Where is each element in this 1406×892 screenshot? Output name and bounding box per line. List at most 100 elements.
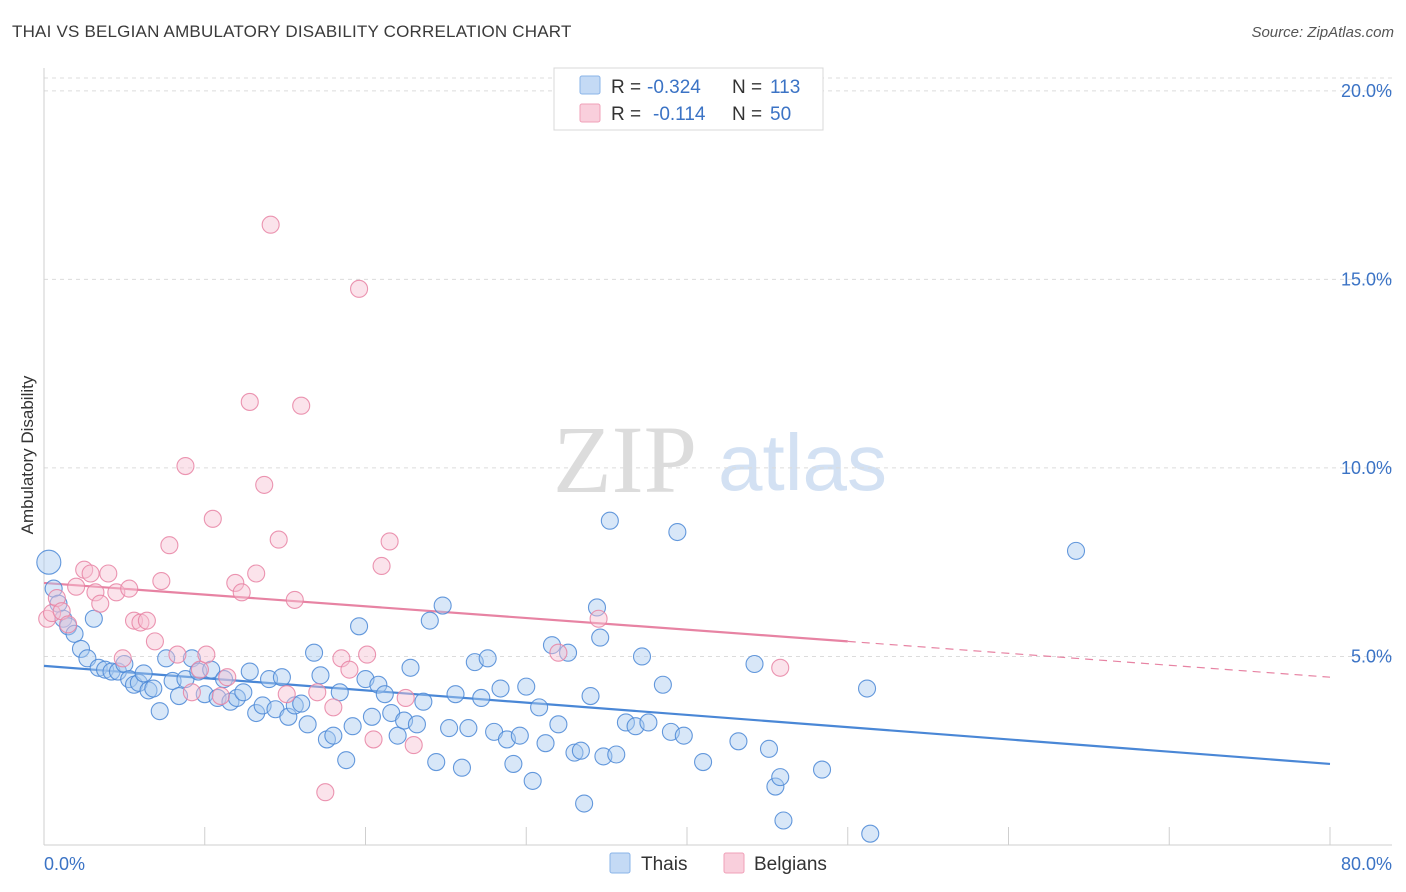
point-thais (491, 679, 510, 698)
point-thais (745, 654, 764, 674)
point-thais (472, 688, 491, 707)
x-tick-label-min: 0.0% (44, 854, 85, 874)
series-belgians (38, 215, 790, 802)
point-belgians (364, 730, 383, 749)
point-belgians (396, 688, 415, 707)
point-belgians (404, 736, 423, 755)
point-belgians (372, 556, 391, 576)
point-thais (401, 658, 420, 677)
point-thais (536, 734, 555, 753)
grid-lines (44, 77, 1392, 657)
watermark-zip: ZIP (553, 406, 697, 513)
point-belgians (350, 279, 369, 298)
point-thais (214, 670, 234, 689)
point-thais (607, 745, 626, 764)
point-thais (446, 685, 465, 704)
point-thais (375, 685, 394, 704)
point-thais (311, 666, 330, 685)
point-belgians (86, 583, 105, 602)
point-thais (388, 726, 407, 745)
point-thais (459, 719, 478, 738)
point-belgians (277, 685, 296, 704)
point-thais (504, 754, 523, 773)
point-thais (600, 511, 619, 530)
point-thais (542, 636, 562, 655)
point-thais (766, 777, 785, 796)
legend-bottom-label-belgians: Belgians (754, 854, 827, 875)
point-belgians (218, 668, 237, 687)
point-thais (234, 683, 253, 702)
point-thais (272, 668, 291, 687)
point-belgians (182, 683, 201, 702)
legend-n-label-belgians: N = (732, 104, 762, 125)
point-belgians (190, 660, 209, 679)
point-belgians (340, 660, 359, 679)
point-thais (324, 726, 343, 745)
point-thais (279, 707, 298, 726)
point-belgians (324, 698, 343, 717)
point-thais (427, 752, 446, 772)
point-thais (571, 741, 590, 760)
point-thais (478, 649, 497, 668)
point-belgians (358, 645, 377, 664)
point-thais (407, 715, 426, 734)
point-belgians (292, 396, 311, 415)
trend-line-thais (43, 664, 1331, 766)
point-thais (292, 694, 311, 713)
point-belgians (247, 564, 266, 583)
point-thais (433, 596, 452, 615)
point-thais (694, 752, 713, 772)
point-thais (84, 609, 103, 628)
trend-lines (43, 581, 1331, 766)
point-belgians (145, 632, 164, 651)
point-thais (517, 677, 536, 696)
point-belgians (211, 687, 230, 706)
y-tick-label: 10.0% (1341, 458, 1392, 478)
point-belgians (549, 643, 568, 662)
point-thais (414, 692, 433, 711)
axes: 5.0% 10.0% 15.0% 20.0% 0.0% 80.0% (43, 68, 1392, 874)
point-belgians (197, 645, 216, 664)
source-label: Source: ZipAtlas.com (1251, 24, 1394, 41)
point-thais (134, 664, 153, 683)
point-belgians (67, 577, 86, 596)
point-thais (247, 703, 266, 723)
point-belgians (589, 609, 608, 628)
point-thais (771, 768, 790, 787)
point-thais (774, 811, 793, 830)
y-tick-label: 15.0% (1341, 269, 1392, 289)
x-tick-label-max: 80.0% (1341, 854, 1392, 874)
point-thais (337, 751, 356, 770)
legend-n-value-belgians: 50 (770, 104, 791, 125)
point-thais (343, 717, 362, 736)
point-thais (632, 647, 652, 666)
legend-n-label-thais: N = (732, 77, 762, 98)
legend-r-value-thais: -0.324 (647, 77, 701, 98)
point-thais (523, 771, 542, 790)
legend-r-label-belgians: R = (611, 104, 641, 125)
legend-r-value-belgians: -0.114 (653, 104, 706, 125)
y-axis-label: Ambulatory Disability (18, 375, 37, 534)
legend-bottom-label-thais: Thais (641, 854, 687, 875)
point-thais (369, 675, 388, 694)
point-belgians (269, 530, 288, 549)
point-thais (587, 598, 607, 617)
point-thais (530, 698, 549, 717)
point-thais (350, 617, 369, 636)
data-points (36, 215, 1086, 843)
point-belgians (120, 579, 139, 598)
point-thais (144, 679, 163, 698)
point-thais (150, 702, 169, 721)
point-thais (565, 743, 584, 762)
legend-bottom: Thais Belgians (609, 852, 827, 875)
y-tick-label: 5.0% (1351, 646, 1392, 666)
legend-top: R = -0.324 N = 113 R = -0.114 N = 50 (553, 67, 824, 131)
y-tick-label: 20.0% (1341, 81, 1392, 101)
chart-title: THAI VS BELGIAN AMBULATORY DISABILITY CO… (12, 22, 572, 41)
point-thais (157, 649, 176, 668)
point-belgians (124, 611, 144, 630)
point-thais (36, 549, 62, 575)
point-belgians (203, 509, 222, 528)
point-thais (440, 719, 459, 738)
